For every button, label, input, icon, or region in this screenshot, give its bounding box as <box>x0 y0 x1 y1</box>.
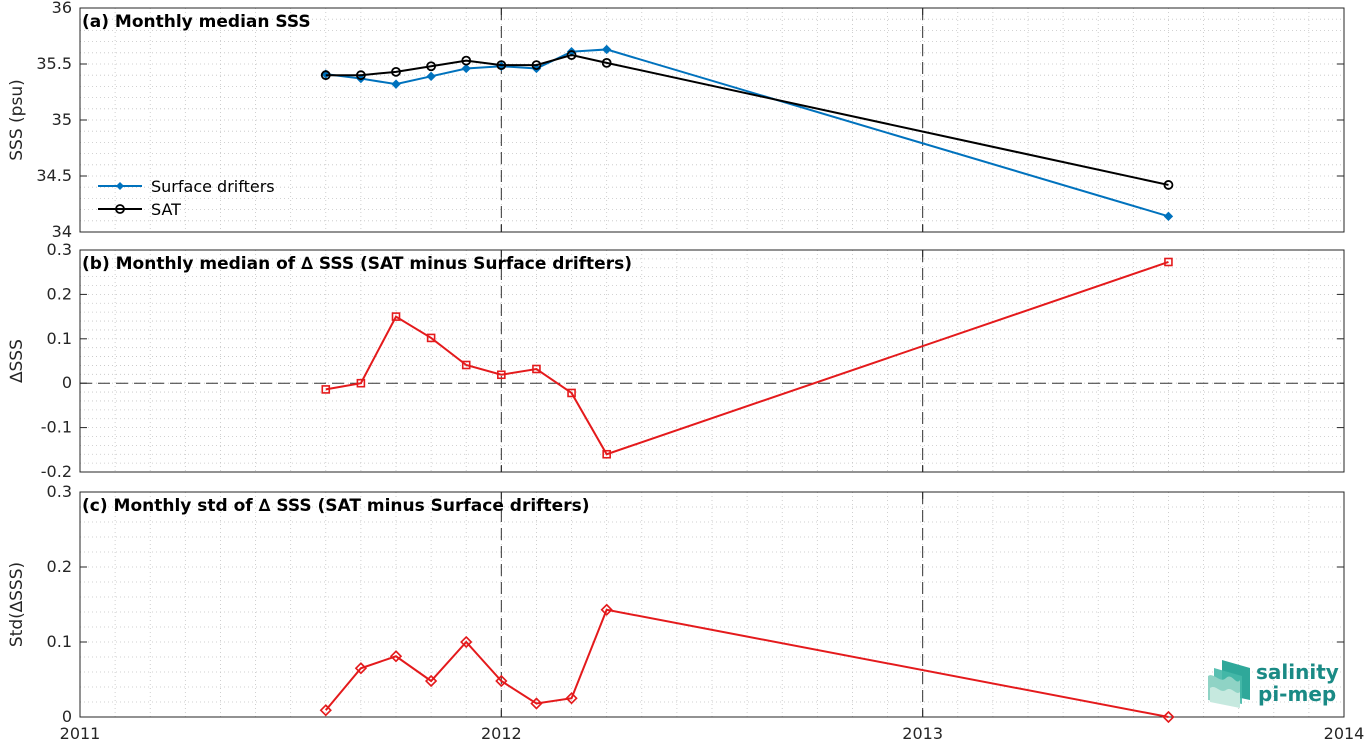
y-tick-label: 0.2 <box>47 284 72 303</box>
x-tick-label: 2014 <box>1324 724 1365 743</box>
axes-frame <box>79 249 1345 473</box>
data-point <box>461 55 472 66</box>
data-point <box>356 378 366 388</box>
data-point <box>320 70 331 81</box>
y-tick-label: 34.5 <box>36 166 72 185</box>
legend-item: SAT <box>98 200 181 219</box>
data-point <box>391 79 401 89</box>
y-tick-label: 0 <box>62 707 72 726</box>
panel-title: (b) Monthly median of ∆ SSS (SAT minus S… <box>82 254 632 274</box>
series-delta <box>319 603 1175 724</box>
legend-label: SAT <box>151 200 181 219</box>
data-point <box>389 650 403 663</box>
data-point <box>1163 211 1174 222</box>
panel-b-median-delta-sss: -0.2 -0.1 0 0.1 0.2 0.3 ∆SSS (b) Monthly median… <box>7 240 1345 481</box>
y-tick-label: 0.3 <box>47 482 72 501</box>
data-point <box>565 692 578 705</box>
panel-title: (a) Monthly median SSS <box>82 12 311 32</box>
y-tick-label: -0.2 <box>41 462 72 481</box>
data-point <box>566 50 577 60</box>
data-point <box>319 704 332 717</box>
data-point <box>600 603 613 616</box>
y-axis-label: Std(∆SSS) <box>7 562 27 647</box>
data-point <box>355 70 366 81</box>
series-line <box>325 261 1169 456</box>
x-tick-label: 2011 <box>60 724 101 743</box>
data-point <box>1163 180 1174 190</box>
series-line <box>325 54 1169 186</box>
data-point <box>532 364 541 374</box>
data-point <box>495 674 508 688</box>
data-point <box>530 697 543 710</box>
data-point <box>567 388 576 398</box>
y-axis-label: SSS (psu) <box>7 79 27 160</box>
panel-a-monthly-median-sss: 34 34.5 35 35.5 36 SSS (psu) (a) Monthly media… <box>7 0 1345 241</box>
data-point <box>424 674 438 688</box>
data-point <box>496 60 507 71</box>
logo-waves-icon <box>1208 660 1250 708</box>
data-point <box>460 635 473 649</box>
series-line <box>325 608 1169 718</box>
salinity-pi-mep-logo: salinity pi-mep <box>1208 660 1339 708</box>
y-tick-label: -0.1 <box>41 418 72 437</box>
axes-frame <box>79 491 1345 718</box>
data-point <box>391 66 401 77</box>
data-point <box>461 360 471 370</box>
panel-title: (c) Monthly std of ∆ SSS (SAT minus Surf… <box>82 496 589 516</box>
data-point <box>354 662 368 675</box>
y-tick-label: 0.3 <box>47 240 72 259</box>
y-tick-label: 0.2 <box>47 557 72 576</box>
legend-label: Surface drifters <box>151 177 275 196</box>
data-point <box>426 61 437 72</box>
y-tick-label: 34 <box>52 222 72 241</box>
y-tick-label: 36 <box>52 0 72 17</box>
data-point <box>497 370 506 380</box>
data-point <box>426 333 436 343</box>
y-tick-label: 35 <box>52 110 72 129</box>
data-point <box>461 63 471 74</box>
data-point <box>531 60 542 71</box>
legend-item: Surface drifters <box>98 177 275 196</box>
logo-text-line2: pi-mep <box>1258 682 1336 706</box>
data-point <box>426 71 436 82</box>
series-sat <box>320 50 1174 190</box>
legend-marker <box>116 182 124 190</box>
series-line <box>325 48 1169 218</box>
panel-c-std-delta-sss: 0 0.1 0.2 0.3 2011 2012 2013 2014 Std(∆SSS) (c) M… <box>7 482 1364 743</box>
data-point <box>1164 257 1173 267</box>
data-point <box>391 312 401 321</box>
logo-text-line1: salinity <box>1256 660 1339 684</box>
y-tick-label: 0 <box>62 373 72 392</box>
y-tick-label: 35.5 <box>36 54 72 73</box>
y-tick-label: 0.1 <box>47 632 72 651</box>
y-tick-label: 0.1 <box>47 329 72 348</box>
x-tick-label: 2012 <box>481 724 522 743</box>
legend: Surface drifters SAT <box>98 177 275 219</box>
x-tick-label: 2013 <box>902 724 943 743</box>
data-point <box>601 44 612 55</box>
y-axis-label: ∆SSS <box>7 339 27 384</box>
data-point <box>601 57 612 68</box>
data-point <box>321 385 331 394</box>
legend-marker <box>115 204 125 214</box>
data-point <box>602 449 611 459</box>
series-delta <box>321 257 1173 459</box>
data-point <box>1162 710 1175 724</box>
